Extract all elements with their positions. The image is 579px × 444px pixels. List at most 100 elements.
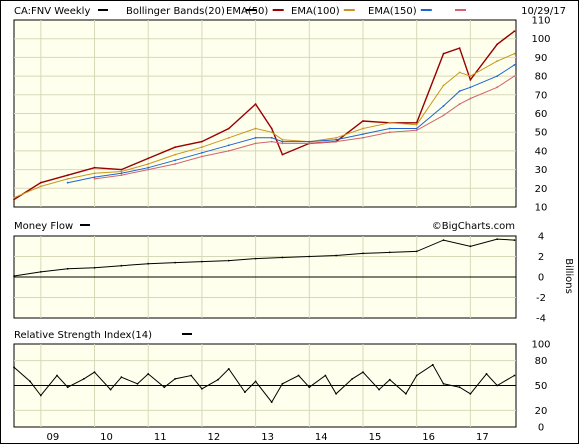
data-point: [201, 260, 203, 263]
data-point: [270, 136, 273, 139]
data-point: [120, 170, 123, 173]
data-point: [174, 261, 177, 264]
data-point: [415, 374, 418, 377]
y-tick-labels: 110100908070605040302010420-2-4100805020…: [531, 16, 550, 434]
data-point: [496, 75, 499, 77]
data-point: [308, 386, 311, 389]
data-point: [174, 146, 177, 149]
y-tick-label: 90: [535, 53, 548, 64]
symbol-label: CA:FNV Weekly: [14, 6, 90, 17]
data-point: [458, 47, 461, 49]
data-point: [270, 401, 273, 403]
data-point: [227, 368, 230, 370]
series-line: [13, 238, 515, 277]
legend-label: EMA(50): [226, 6, 268, 17]
data-point: [270, 140, 273, 143]
x-tick-label: 16: [422, 432, 435, 443]
data-point: [362, 120, 364, 122]
data-point: [496, 60, 499, 62]
y-tick-label: 50: [535, 128, 548, 139]
data-point: [39, 181, 42, 184]
data-point: [109, 388, 112, 391]
data-point: [13, 198, 15, 201]
data-point: [254, 380, 257, 383]
data-point: [147, 373, 150, 375]
data-point: [270, 127, 273, 130]
data-point: [469, 392, 472, 395]
data-point: [254, 127, 257, 130]
data-point: [351, 378, 354, 380]
x-tick-label: 14: [315, 432, 328, 443]
data-point: [147, 157, 150, 160]
y-tick-label: 10: [535, 203, 548, 214]
data-point: [227, 136, 230, 139]
data-point: [147, 163, 150, 165]
data-point: [227, 259, 230, 262]
data-point: [513, 374, 516, 377]
data-point: [362, 371, 364, 374]
legend-label: EMA(100): [291, 6, 340, 17]
y-tick-label: 60: [535, 109, 548, 120]
data-point: [120, 376, 123, 379]
data-point: [66, 174, 69, 177]
data-point: [136, 382, 139, 385]
data-point: [93, 266, 96, 269]
data-point: [415, 127, 418, 130]
money-flow-ylabel: Billions: [563, 258, 574, 294]
y-tick-label: 4: [538, 232, 544, 243]
data-point: [201, 387, 203, 390]
data-point: [513, 30, 516, 33]
data-point: [308, 255, 311, 258]
data-point: [163, 386, 166, 389]
watermark: ©BigCharts.com: [432, 221, 515, 232]
data-point: [297, 374, 300, 377]
data-point: [442, 114, 445, 117]
data-point: [227, 144, 230, 147]
data-point: [496, 86, 499, 89]
y-tick-label: 50: [535, 381, 548, 392]
x-tick-label: 11: [154, 432, 167, 443]
y-tick-label: 20: [535, 184, 548, 195]
data-point: [39, 185, 42, 188]
data-point: [442, 239, 445, 242]
data-point: [227, 150, 230, 152]
data-point: [442, 52, 445, 55]
data-point: [201, 146, 203, 149]
y-tick-label: 80: [535, 72, 548, 83]
data-point: [39, 271, 42, 273]
y-tick-label: 100: [531, 340, 550, 351]
data-point: [388, 127, 391, 130]
data-point: [66, 267, 69, 270]
data-point: [120, 264, 123, 267]
data-point: [388, 131, 391, 134]
data-point: [174, 153, 177, 156]
data-point: [217, 378, 219, 381]
data-point: [56, 374, 58, 377]
x-tick-label: 17: [476, 432, 489, 443]
data-point: [415, 123, 418, 126]
y-tick-label: 110: [531, 16, 550, 27]
data-point: [13, 366, 15, 369]
y-tick-label: 40: [535, 146, 548, 157]
data-point: [335, 254, 337, 257]
data-point: [281, 142, 284, 145]
data-point: [496, 384, 499, 387]
data-point: [201, 140, 203, 143]
chart-marks: [13, 30, 516, 403]
y-tick-label: 70: [535, 90, 548, 101]
data-point: [485, 373, 488, 375]
series-line: [13, 53, 515, 199]
data-point: [254, 103, 257, 105]
data-point: [227, 127, 230, 130]
data-point: [335, 138, 337, 141]
data-point: [82, 378, 85, 380]
data-point: [405, 392, 407, 395]
indicator-legend: Bollinger Bands(20) EMA(50) EMA(100) EMA(15…: [126, 6, 466, 17]
data-point: [174, 159, 177, 162]
data-point: [335, 140, 337, 143]
data-point: [513, 75, 516, 77]
data-point: [281, 256, 284, 259]
data-point: [324, 374, 327, 377]
data-point: [442, 84, 445, 87]
data-point: [13, 275, 15, 277]
